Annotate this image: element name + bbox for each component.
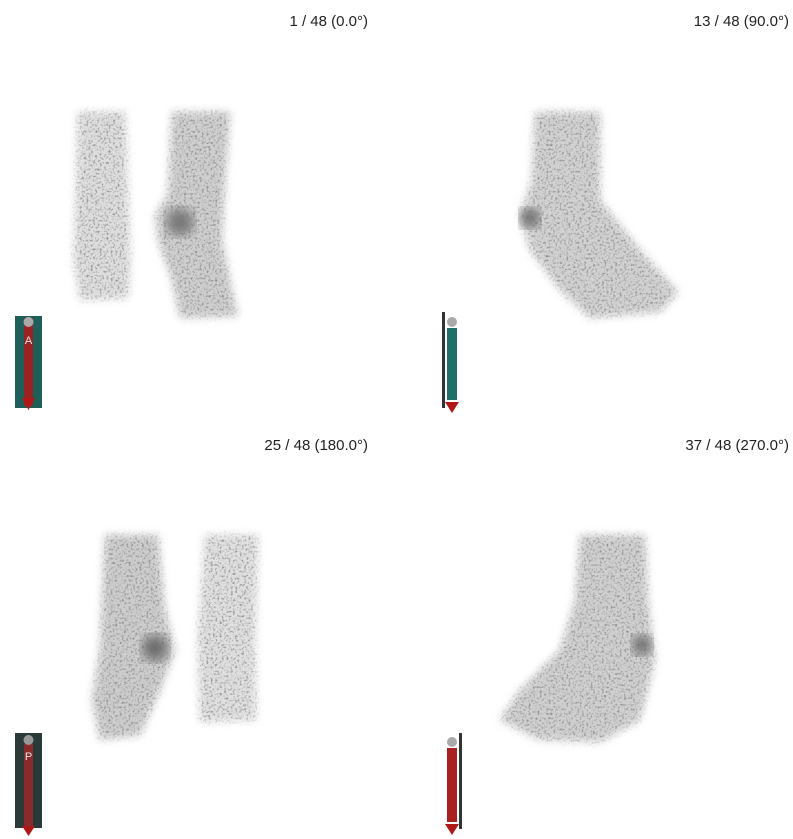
uptake-spot: [520, 208, 540, 228]
projection-image: [500, 535, 655, 742]
uptake-spot: [166, 208, 194, 236]
orientation-letter: A: [25, 335, 33, 347]
orientation-icon: [15, 316, 42, 410]
projection-image: [520, 112, 678, 318]
orientation-icon: [442, 312, 459, 413]
uptake-spot: [632, 635, 652, 655]
orientation-letter: P: [25, 751, 32, 763]
projection-label: 1 / 48 (0.0°): [289, 13, 368, 30]
projection-label: 25 / 48 (180.0°): [264, 437, 368, 454]
orientation-icon: [445, 733, 462, 835]
projection-image: [92, 535, 258, 740]
uptake-spot: [142, 635, 168, 661]
orientation-icon: [15, 733, 42, 836]
projection-image: [74, 112, 238, 318]
projection-label: 37 / 48 (270.0°): [685, 437, 789, 454]
projection-label: 13 / 48 (90.0°): [694, 13, 789, 30]
